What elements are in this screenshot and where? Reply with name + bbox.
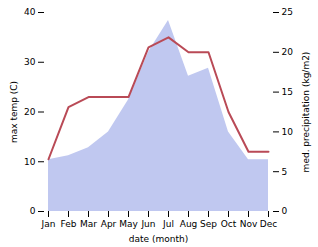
svg-text:Sep: Sep [200, 219, 217, 229]
svg-text:Jul: Jul [162, 219, 174, 229]
svg-text:0: 0 [282, 206, 288, 216]
svg-text:Nov: Nov [240, 219, 258, 229]
svg-text:Aug: Aug [180, 219, 198, 229]
svg-text:Oct: Oct [221, 219, 237, 229]
svg-text:Dec: Dec [260, 219, 277, 229]
svg-text:20: 20 [24, 107, 36, 117]
svg-text:date (month): date (month) [129, 234, 188, 244]
svg-text:40: 40 [24, 7, 36, 17]
svg-text:med. precipitation (kg/m2): med. precipitation (kg/m2) [301, 52, 311, 173]
svg-text:20: 20 [282, 47, 294, 57]
svg-text:10: 10 [24, 157, 36, 167]
svg-text:Apr: Apr [101, 219, 117, 229]
svg-text:25: 25 [282, 7, 293, 17]
svg-text:max temp (C): max temp (C) [9, 81, 19, 143]
svg-text:10: 10 [282, 127, 294, 137]
svg-text:30: 30 [24, 57, 36, 67]
svg-text:Feb: Feb [61, 219, 77, 229]
svg-text:5: 5 [282, 167, 288, 177]
svg-text:May: May [119, 219, 138, 229]
svg-text:Mar: Mar [80, 219, 97, 229]
svg-text:Jun: Jun [140, 219, 155, 229]
svg-text:0: 0 [30, 206, 36, 216]
svg-text:Jan: Jan [41, 219, 56, 229]
svg-text:15: 15 [282, 87, 293, 97]
